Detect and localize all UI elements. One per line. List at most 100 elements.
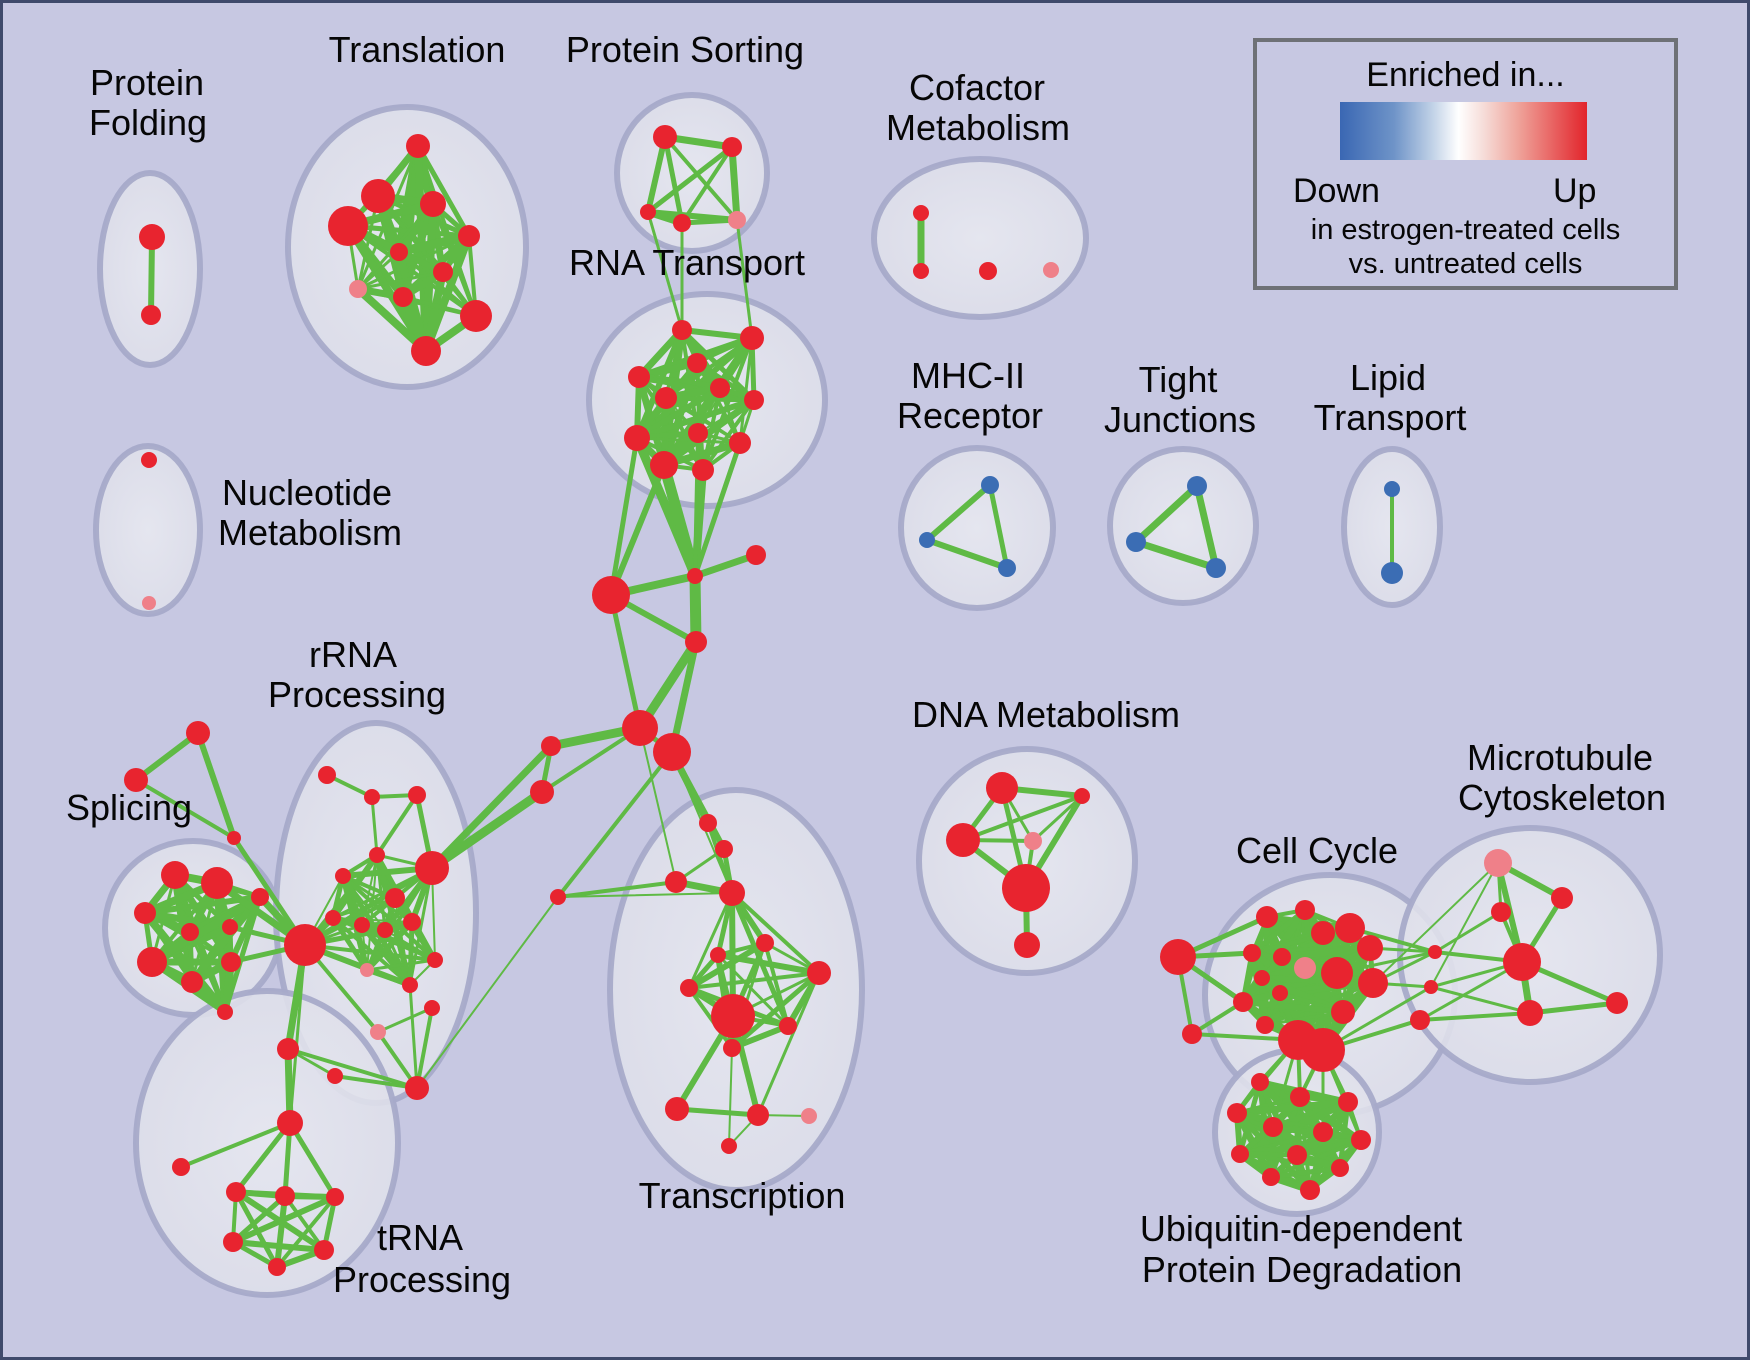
node-sp9[interactable] <box>221 952 241 972</box>
node-tx9[interactable] <box>680 979 698 997</box>
node-rr7[interactable] <box>385 888 405 908</box>
node-dn6[interactable] <box>1014 932 1040 958</box>
node-tn5[interactable] <box>275 1186 295 1206</box>
node-ch1[interactable] <box>687 568 703 584</box>
node-tx8[interactable] <box>807 961 831 985</box>
node-ub3[interactable] <box>1338 1092 1358 1112</box>
node-sp4[interactable] <box>181 923 199 941</box>
node-rt9[interactable] <box>624 425 650 451</box>
node-lp1[interactable] <box>1384 481 1400 497</box>
node-rr8[interactable] <box>325 910 341 926</box>
node-ub10[interactable] <box>1331 1159 1349 1177</box>
node-tn1[interactable] <box>277 1038 299 1060</box>
node-cc10[interactable] <box>1358 968 1388 998</box>
node-tn4[interactable] <box>226 1182 246 1202</box>
node-ub7[interactable] <box>1351 1130 1371 1150</box>
node-tx10[interactable] <box>711 994 755 1038</box>
node-mt2[interactable] <box>1551 887 1573 909</box>
node-cc11[interactable] <box>1254 970 1270 986</box>
node-ub11[interactable] <box>1262 1168 1280 1186</box>
node-sp3[interactable] <box>134 902 156 924</box>
node-tr10[interactable] <box>460 300 492 332</box>
node-tx4[interactable] <box>719 880 745 906</box>
node-mt3[interactable] <box>1491 902 1511 922</box>
node-tj2[interactable] <box>1126 532 1146 552</box>
node-dn4[interactable] <box>1024 832 1042 850</box>
node-hub1[interactable] <box>622 710 658 746</box>
node-ub12[interactable] <box>1300 1180 1320 1200</box>
node-pf2[interactable] <box>141 305 161 325</box>
node-tx1[interactable] <box>699 814 717 832</box>
node-ps4[interactable] <box>673 214 691 232</box>
node-tn2[interactable] <box>277 1110 303 1136</box>
node-rt5[interactable] <box>655 387 677 409</box>
node-tr11[interactable] <box>411 336 441 366</box>
node-tx12[interactable] <box>723 1039 741 1057</box>
node-rt4[interactable] <box>628 366 650 388</box>
node-cf4[interactable] <box>1043 262 1059 278</box>
node-hub2[interactable] <box>653 733 691 771</box>
node-tn7[interactable] <box>223 1232 243 1252</box>
node-tg2[interactable] <box>124 768 148 792</box>
node-cc1[interactable] <box>1256 906 1278 928</box>
node-tr1[interactable] <box>406 134 430 158</box>
node-rr10[interactable] <box>377 922 393 938</box>
node-ps2[interactable] <box>722 137 742 157</box>
node-tx11[interactable] <box>779 1017 797 1035</box>
node-cf2[interactable] <box>913 263 929 279</box>
node-cc2[interactable] <box>1295 900 1315 920</box>
node-rt7[interactable] <box>744 390 764 410</box>
node-ub9[interactable] <box>1287 1145 1307 1165</box>
node-mh3[interactable] <box>998 559 1016 577</box>
node-rt2[interactable] <box>740 326 764 350</box>
node-tj1[interactable] <box>1187 476 1207 496</box>
node-tr9[interactable] <box>393 287 413 307</box>
node-mt9[interactable] <box>1410 1010 1430 1030</box>
node-rr4[interactable] <box>369 847 385 863</box>
node-lp2[interactable] <box>1381 562 1403 584</box>
node-cc5[interactable] <box>1357 935 1383 961</box>
node-rt3[interactable] <box>687 353 707 373</box>
node-ub8[interactable] <box>1231 1145 1249 1163</box>
node-ch3[interactable] <box>592 576 630 614</box>
node-pf1[interactable] <box>139 224 165 250</box>
node-tr3[interactable] <box>328 206 368 246</box>
node-tr5[interactable] <box>458 225 480 247</box>
node-tx13[interactable] <box>665 1097 689 1121</box>
node-sp2[interactable] <box>201 867 233 899</box>
node-rr2[interactable] <box>364 789 380 805</box>
node-rr6[interactable] <box>335 868 351 884</box>
node-tx2[interactable] <box>715 840 733 858</box>
node-sp10[interactable] <box>217 1004 233 1020</box>
node-tx3[interactable] <box>665 871 687 893</box>
node-cc3[interactable] <box>1311 921 1335 945</box>
node-tx7[interactable] <box>710 947 726 963</box>
node-dn3[interactable] <box>946 823 980 857</box>
node-ch4[interactable] <box>685 631 707 653</box>
node-tx5[interactable] <box>550 889 566 905</box>
node-rt6[interactable] <box>710 378 730 398</box>
node-rt1[interactable] <box>672 320 692 340</box>
node-rr12[interactable] <box>427 952 443 968</box>
node-rr5[interactable] <box>415 851 449 885</box>
node-ub5[interactable] <box>1263 1117 1283 1137</box>
node-rr15[interactable] <box>360 963 374 977</box>
node-tr2[interactable] <box>361 179 395 213</box>
node-rr3[interactable] <box>408 786 426 804</box>
node-rt8[interactable] <box>688 423 708 443</box>
node-ch6[interactable] <box>530 780 554 804</box>
node-rr1[interactable] <box>318 766 336 784</box>
node-cc0[interactable] <box>1160 939 1196 975</box>
node-tg1[interactable] <box>186 721 210 745</box>
node-cc14[interactable] <box>1256 1016 1274 1034</box>
node-dn2[interactable] <box>1074 788 1090 804</box>
node-tr8[interactable] <box>349 280 367 298</box>
node-rt12[interactable] <box>692 459 714 481</box>
node-ch2[interactable] <box>746 545 766 565</box>
node-rr18[interactable] <box>405 1076 429 1100</box>
node-rr16[interactable] <box>370 1024 386 1040</box>
node-cf3[interactable] <box>979 262 997 280</box>
node-tx15[interactable] <box>801 1108 817 1124</box>
node-tj3[interactable] <box>1206 558 1226 578</box>
node-tx6[interactable] <box>756 934 774 952</box>
